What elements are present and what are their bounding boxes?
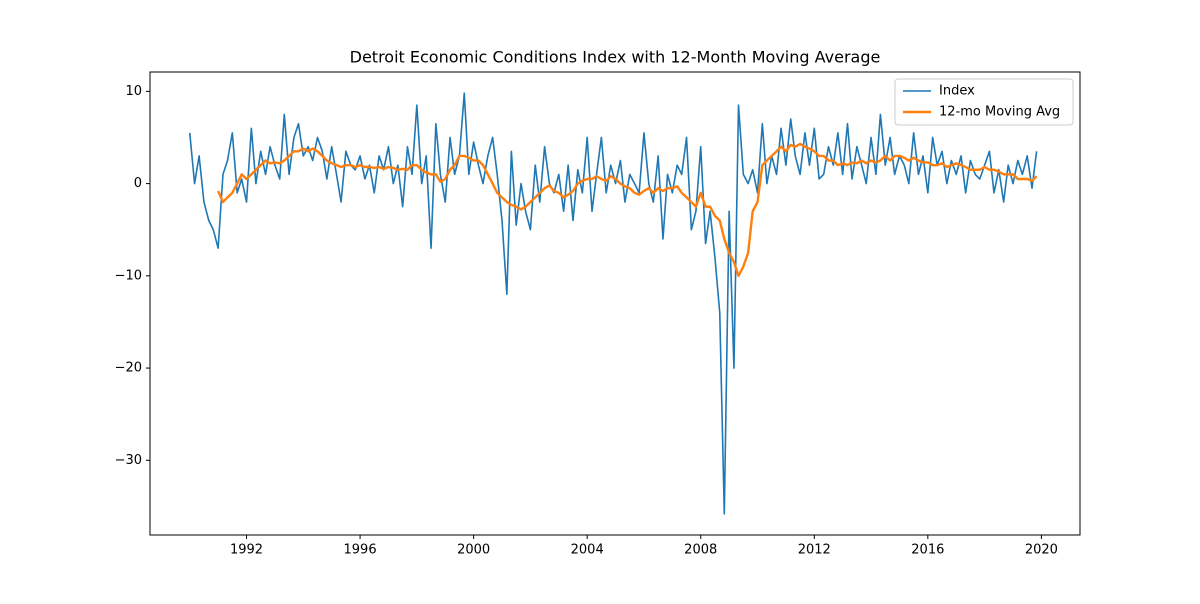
x-tick-label: 2020 xyxy=(1025,543,1058,558)
series-line xyxy=(188,92,1038,515)
y-tick-label: −30 xyxy=(115,453,142,468)
chart-title: Detroit Economic Conditions Index with 1… xyxy=(350,48,881,67)
y-tick-label: 0 xyxy=(134,176,142,191)
x-tick-label: 1992 xyxy=(230,543,263,558)
plot-frame xyxy=(149,71,1081,536)
y-tick-label: −10 xyxy=(115,268,142,283)
series-line xyxy=(217,142,1038,278)
x-tick-label: 1996 xyxy=(344,543,377,558)
y-tick-label: 10 xyxy=(125,84,142,99)
legend-label: 12-mo Moving Avg xyxy=(939,105,1060,120)
x-tick-label: 2016 xyxy=(911,543,944,558)
legend-label: Index xyxy=(939,84,975,99)
legend-box xyxy=(894,78,1074,126)
x-tick-label: 2004 xyxy=(571,543,604,558)
x-tick-label: 2012 xyxy=(798,543,831,558)
y-tick-label: −20 xyxy=(115,361,142,376)
x-tick-label: 2008 xyxy=(684,543,717,558)
legend: Index 12-mo Moving Avg xyxy=(894,78,1074,126)
x-tick-label: 2000 xyxy=(457,543,490,558)
